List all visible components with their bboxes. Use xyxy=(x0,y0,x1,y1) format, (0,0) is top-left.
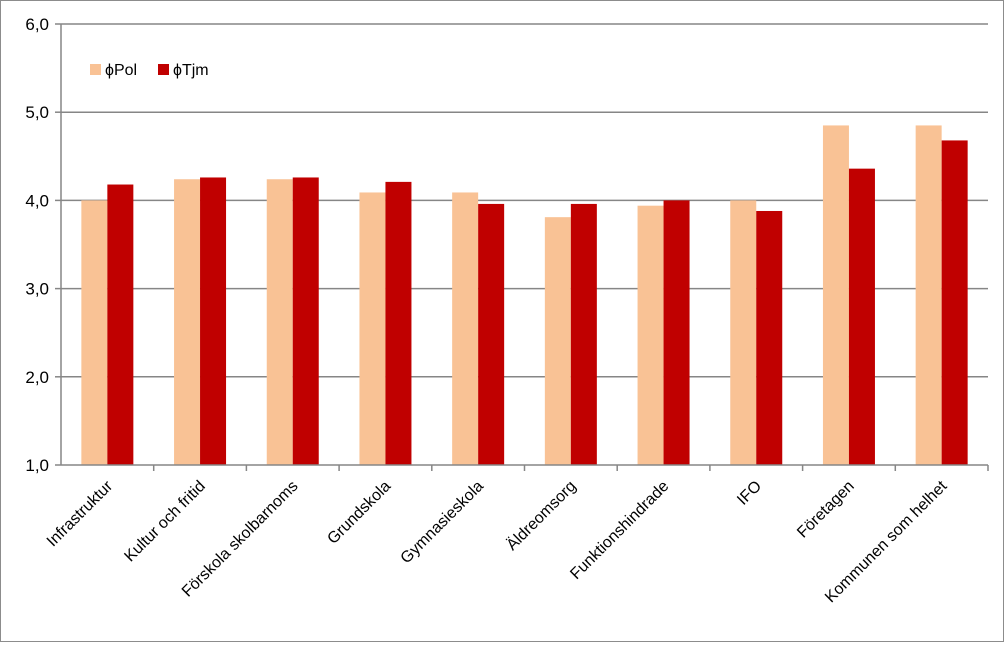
bar-pol xyxy=(637,205,664,465)
x-category-label: Kultur och fritid xyxy=(121,478,208,565)
legend-swatch xyxy=(90,64,101,75)
x-category-label: Infrastruktur xyxy=(44,477,117,550)
bar-pol xyxy=(81,200,108,465)
x-category-label: IFO xyxy=(734,478,765,509)
bar-pol xyxy=(359,192,386,465)
y-tick-label: 2,0 xyxy=(25,368,49,387)
x-category-label: Företagen xyxy=(794,478,858,542)
bar-tjm xyxy=(848,168,875,465)
bar-pol xyxy=(452,192,479,465)
legend-label: ϕTjm xyxy=(173,62,209,79)
bar-tjm xyxy=(941,140,968,465)
x-category-label: Funktionshindrade xyxy=(567,478,672,583)
x-category-label: Grundskola xyxy=(324,478,394,548)
bar-tjm xyxy=(107,184,134,466)
x-category-label: Gymnasieskola xyxy=(398,478,487,567)
bar-tjm xyxy=(756,210,783,465)
legend-label: ϕPol xyxy=(105,62,137,79)
legend-swatch xyxy=(158,64,169,75)
y-tick-label: 3,0 xyxy=(25,280,49,299)
y-tick-label: 1,0 xyxy=(25,456,49,475)
y-axis-ticks: 1,0 2,0 3,0 4,0 5,0 6,0 xyxy=(25,15,61,475)
y-tick-label: 5,0 xyxy=(25,103,49,122)
bar-pol xyxy=(822,125,849,466)
bar-tjm xyxy=(200,177,227,465)
bar-pol xyxy=(730,200,757,465)
bar-pol xyxy=(266,179,293,465)
bar-tjm xyxy=(385,181,412,466)
bar-pol xyxy=(544,217,571,465)
y-tick-label: 4,0 xyxy=(25,191,49,210)
x-category-label: Äldreomsorg xyxy=(503,477,580,554)
bar-tjm xyxy=(292,177,319,465)
y-tick-label: 6,0 xyxy=(25,15,49,34)
bar-tjm xyxy=(478,203,505,466)
bar-tjm xyxy=(570,203,597,466)
axes xyxy=(60,24,989,471)
legend: ϕPol ϕTjm xyxy=(90,62,209,79)
bar-pol xyxy=(915,125,942,466)
bar-pol xyxy=(174,179,201,465)
bars xyxy=(81,125,968,466)
bar-tjm xyxy=(663,200,690,465)
